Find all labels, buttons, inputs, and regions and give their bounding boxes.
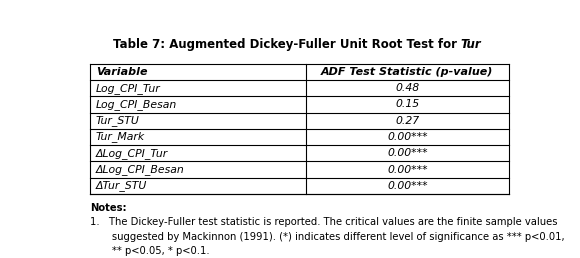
Text: ** p<0.05, * p<0.1.: ** p<0.05, * p<0.1.	[90, 246, 210, 256]
Text: ADF Test Statistic (p-value): ADF Test Statistic (p-value)	[321, 67, 494, 77]
Text: ΔTur_STU: ΔTur_STU	[96, 180, 147, 191]
Text: 1.   The Dickey-Fuller test statistic is reported. The critical values are the f: 1. The Dickey-Fuller test statistic is r…	[90, 217, 558, 227]
Text: Notes:: Notes:	[90, 203, 127, 213]
Text: 0.00***: 0.00***	[387, 165, 427, 175]
Text: Variable: Variable	[96, 67, 147, 77]
Text: Table 7: Augmented Dickey-Fuller Unit Root Test for: Table 7: Augmented Dickey-Fuller Unit Ro…	[0, 257, 1, 258]
Text: suggested by Mackinnon (1991). (*) indicates different level of significance as : suggested by Mackinnon (1991). (*) indic…	[90, 232, 565, 241]
Text: 0.15: 0.15	[396, 100, 419, 109]
Text: Log_CPI_Tur: Log_CPI_Tur	[96, 83, 161, 94]
Text: Source:: Source:	[0, 257, 1, 258]
Text: 0.48: 0.48	[396, 83, 419, 93]
Text: 0.00***: 0.00***	[387, 148, 427, 158]
Text: 0.00***: 0.00***	[387, 132, 427, 142]
Text: 0.27: 0.27	[396, 116, 419, 126]
Text: ΔLog_CPI_Besan: ΔLog_CPI_Besan	[96, 164, 184, 175]
Text: Tur_Mark: Tur_Mark	[96, 132, 145, 142]
Text: Table 7: Augmented Dickey-Fuller Unit Root Test for: Table 7: Augmented Dickey-Fuller Unit Ro…	[113, 38, 461, 51]
Text: Tur_STU: Tur_STU	[96, 115, 140, 126]
Text: ΔLog_CPI_Tur: ΔLog_CPI_Tur	[96, 148, 168, 159]
Text: Tur: Tur	[461, 38, 481, 51]
Text: 0.00***: 0.00***	[387, 181, 427, 191]
Text: Table 7: Augmented Dickey-Fuller Unit Root Test for Tur: Table 7: Augmented Dickey-Fuller Unit Ro…	[0, 257, 1, 258]
Text: Log_CPI_Besan: Log_CPI_Besan	[96, 99, 177, 110]
